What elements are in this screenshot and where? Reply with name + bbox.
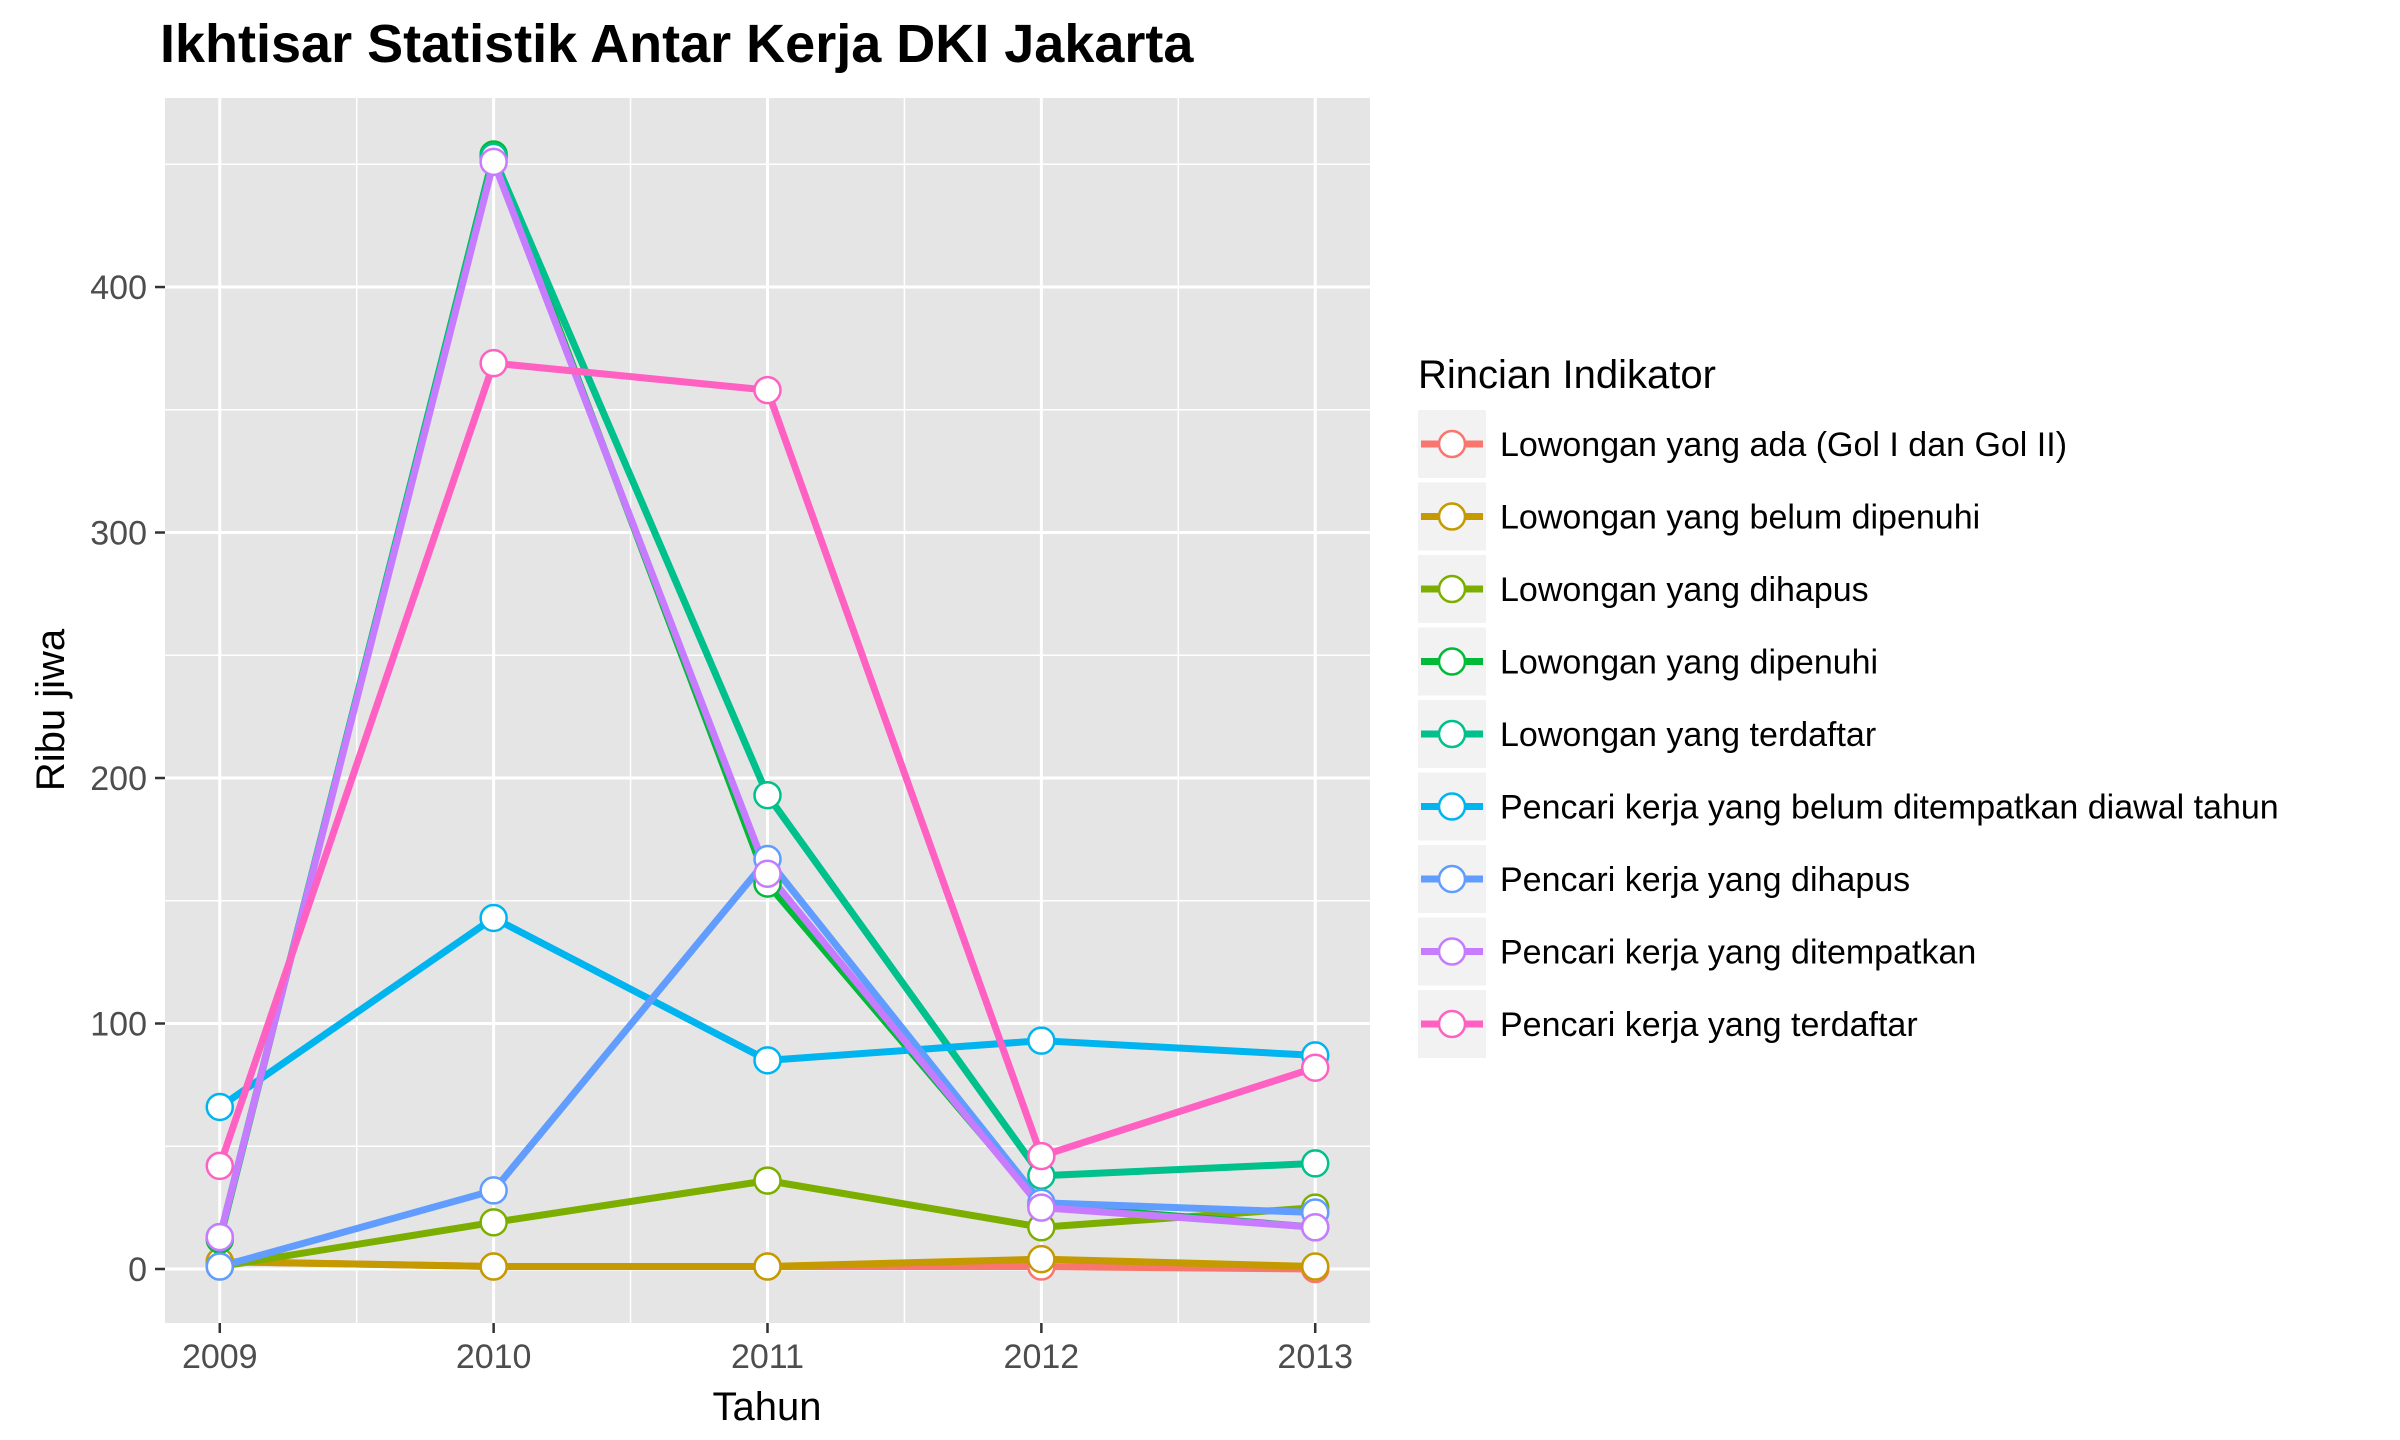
data-point-7 bbox=[479, 1176, 508, 1205]
legend-key-point bbox=[1437, 1009, 1467, 1039]
data-point-6 bbox=[1027, 1026, 1056, 1055]
x-axis-title: Tahun bbox=[713, 1385, 822, 1429]
x-axis-ticks: 2009 2010 2011 2012 2013 bbox=[182, 1323, 1353, 1376]
data-point-9 bbox=[753, 375, 782, 405]
legend-item: Lowongan yang dihapus bbox=[1418, 555, 1869, 623]
data-point-9 bbox=[1027, 1141, 1056, 1171]
y-tick-label: 300 bbox=[90, 515, 147, 553]
legend-label: Lowongan yang dipenuhi bbox=[1500, 644, 1878, 682]
legend-label: Lowongan yang ada (Gol I dan Gol II) bbox=[1500, 426, 2067, 464]
legend-key-point bbox=[1437, 502, 1467, 531]
data-point-9 bbox=[1300, 1053, 1330, 1082]
data-point-2 bbox=[1027, 1244, 1056, 1274]
legend-label: Lowongan yang dihapus bbox=[1500, 571, 1869, 609]
data-point-6 bbox=[205, 1092, 235, 1122]
data-point-6 bbox=[479, 903, 508, 933]
legend-items: Lowongan yang ada (Gol I dan Gol II) Lowo… bbox=[1418, 410, 2279, 1058]
legend-label: Pencari kerja yang dihapus bbox=[1500, 861, 1910, 899]
legend-label: Lowongan yang terdaftar bbox=[1500, 716, 1876, 754]
y-axis-title: Ribu jiwa bbox=[29, 628, 73, 791]
legend-key-point bbox=[1437, 792, 1467, 821]
legend-key-point bbox=[1437, 647, 1467, 676]
legend-item: Pencari kerja yang terdaftar bbox=[1418, 990, 1918, 1058]
data-point-8 bbox=[205, 1222, 235, 1252]
data-point-2 bbox=[1300, 1252, 1330, 1281]
x-tick-label: 2012 bbox=[1004, 1338, 1080, 1376]
y-axis-ticks: 0 100 200 300 400 bbox=[90, 269, 165, 1289]
data-point-8 bbox=[753, 859, 782, 889]
data-point-5 bbox=[1300, 1149, 1330, 1178]
legend-label: Lowongan yang belum dipenuhi bbox=[1500, 499, 1980, 537]
legend-key-point bbox=[1437, 937, 1467, 966]
x-tick-label: 2010 bbox=[456, 1338, 532, 1376]
legend-item: Lowongan yang ada (Gol I dan Gol II) bbox=[1418, 410, 2067, 478]
chart-title: Ikhtisar Statistik Antar Kerja DKI Jakar… bbox=[160, 14, 1194, 74]
data-points bbox=[205, 140, 1330, 1284]
legend-label: Pencari kerja yang ditempatkan bbox=[1500, 934, 1976, 972]
y-tick-label: 200 bbox=[90, 760, 147, 798]
legend-item: Pencari kerja yang dihapus bbox=[1418, 845, 1910, 913]
legend-item: Lowongan yang belum dipenuhi bbox=[1418, 482, 1980, 551]
data-point-8 bbox=[1300, 1213, 1330, 1242]
y-tick-label: 400 bbox=[90, 269, 147, 307]
data-point-2 bbox=[753, 1252, 782, 1281]
legend: Rincian Indikator Lowongan yang ada (Gol… bbox=[1418, 353, 2279, 1058]
legend-item: Lowongan yang dipenuhi bbox=[1418, 627, 1878, 696]
legend-key-point bbox=[1437, 574, 1467, 604]
data-point-3 bbox=[479, 1208, 508, 1237]
x-tick-label: 2009 bbox=[182, 1338, 258, 1376]
legend-item: Pencari kerja yang belum ditempatkan dia… bbox=[1418, 772, 2279, 841]
data-point-5 bbox=[753, 780, 782, 810]
legend-key-point bbox=[1437, 864, 1467, 894]
y-tick-label: 0 bbox=[128, 1251, 147, 1289]
legend-item: Lowongan yang terdaftar bbox=[1418, 700, 1876, 768]
x-tick-label: 2011 bbox=[731, 1338, 804, 1376]
legend-item: Pencari kerja yang ditempatkan bbox=[1418, 917, 1976, 986]
data-point-9 bbox=[205, 1151, 235, 1181]
data-point-3 bbox=[753, 1166, 782, 1195]
data-point-2 bbox=[479, 1252, 508, 1281]
legend-label: Pencari kerja yang belum ditempatkan dia… bbox=[1500, 789, 2279, 827]
data-point-9 bbox=[479, 348, 508, 378]
y-tick-label: 100 bbox=[90, 1006, 147, 1044]
data-point-8 bbox=[479, 147, 508, 177]
legend-label: Pencari kerja yang terdaftar bbox=[1500, 1006, 1918, 1044]
data-point-8 bbox=[1027, 1193, 1056, 1222]
data-point-6 bbox=[753, 1046, 782, 1075]
legend-title: Rincian Indikator bbox=[1418, 353, 1716, 397]
data-point-7 bbox=[205, 1252, 235, 1281]
x-tick-label: 2013 bbox=[1277, 1338, 1353, 1376]
legend-key-point bbox=[1437, 429, 1467, 459]
legend-key-point bbox=[1437, 719, 1467, 749]
